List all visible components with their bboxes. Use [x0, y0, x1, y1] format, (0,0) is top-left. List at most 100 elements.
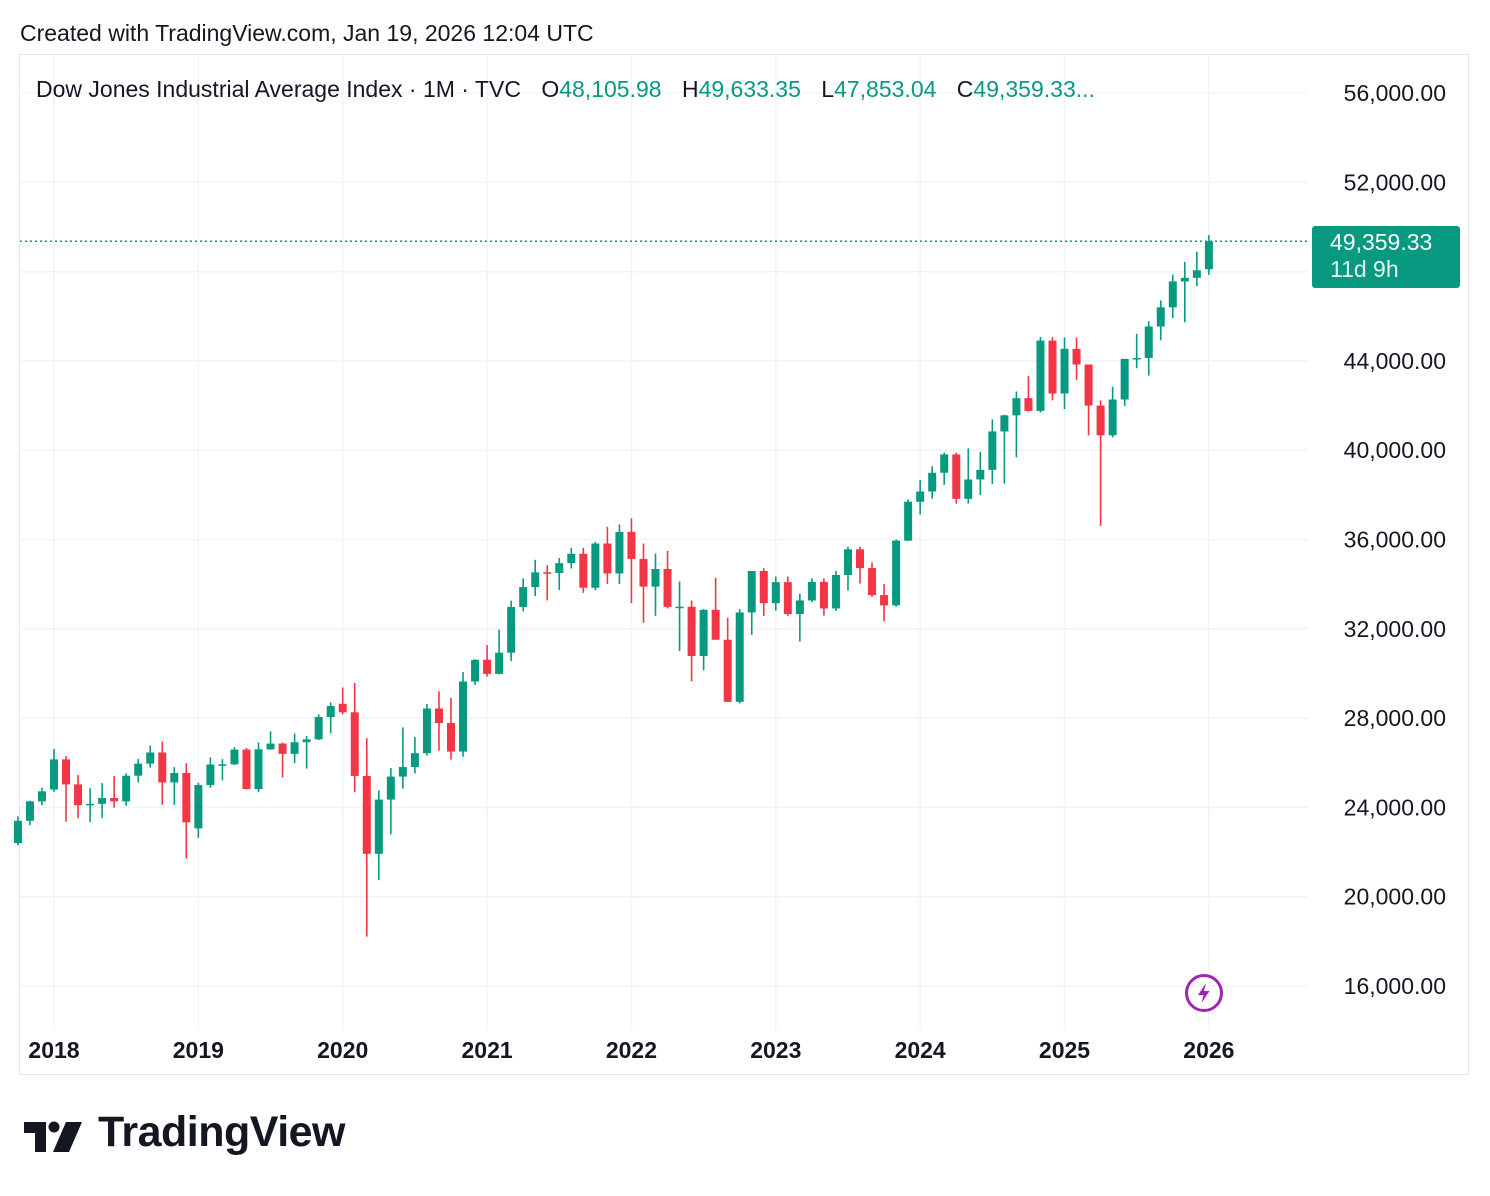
- candle-body: [410, 753, 419, 767]
- y-tick-label: 28,000.00: [1344, 705, 1446, 731]
- candle-2020-10: [446, 698, 455, 760]
- candle-body: [1168, 281, 1177, 308]
- candle-2024-04: [952, 452, 961, 504]
- candle-body: [771, 582, 780, 604]
- candle-2025-10: [1168, 274, 1177, 319]
- candle-2019-11: [314, 714, 323, 740]
- candle-2023-05: [819, 578, 828, 616]
- symbol-title[interactable]: Dow Jones Industrial Average Index · 1M …: [36, 76, 521, 102]
- candle-2024-10: [1024, 375, 1033, 412]
- candle-2024-02: [928, 466, 937, 499]
- candle-2022-03: [651, 553, 660, 616]
- chart-frame: [19, 54, 1469, 1075]
- grid-lines: [20, 55, 1308, 1030]
- open-value: 48,105.98: [559, 76, 662, 102]
- candle-2024-09: [1012, 391, 1021, 458]
- candle-body: [687, 606, 696, 657]
- candle-body: [928, 472, 937, 492]
- candle-2022-05: [675, 581, 684, 652]
- candle-2022-02: [639, 543, 648, 623]
- y-tick-label: 16,000.00: [1344, 973, 1446, 999]
- candle-2023-08: [856, 546, 865, 584]
- x-tick-label: 2021: [461, 1037, 512, 1063]
- candle-body: [86, 803, 95, 806]
- candle-2024-01: [916, 480, 925, 515]
- candle-2020-08: [422, 704, 431, 756]
- x-tick-label: 2024: [895, 1037, 946, 1063]
- candle-body: [362, 775, 371, 854]
- candle-2022-12: [759, 568, 768, 617]
- candle-body: [1204, 241, 1213, 270]
- candle-2018-04: [86, 788, 95, 823]
- candle-2019-12: [326, 702, 335, 734]
- x-tick-label: 2026: [1183, 1037, 1234, 1063]
- candle-body: [434, 708, 443, 724]
- tradingview-wordmark[interactable]: TradingView: [98, 1108, 346, 1156]
- y-tick-label: 24,000.00: [1344, 794, 1446, 820]
- candle-body: [230, 749, 239, 765]
- candle-2019-10: [302, 735, 311, 769]
- candle-body: [952, 454, 961, 499]
- candle-body: [398, 766, 407, 777]
- candle-body: [819, 581, 828, 609]
- candle-2021-06: [543, 565, 552, 601]
- candle-body: [386, 776, 395, 800]
- candle-body: [759, 570, 768, 604]
- candle-body: [916, 491, 925, 502]
- tradingview-logo-icon[interactable]: [22, 1112, 86, 1160]
- candle-body: [807, 581, 816, 601]
- candle-body: [170, 773, 179, 783]
- candle-body: [579, 553, 588, 588]
- candle-2021-11: [603, 526, 612, 584]
- candle-2023-07: [843, 546, 852, 591]
- candle-2019-04: [230, 747, 239, 765]
- candle-body: [988, 431, 997, 470]
- low-label: L: [821, 76, 835, 102]
- candle-2023-04: [807, 578, 816, 603]
- candle-2019-03: [218, 759, 227, 781]
- candle-2020-12: [471, 659, 480, 686]
- y-tick-label: 36,000.00: [1344, 527, 1446, 553]
- high-label: H: [681, 76, 699, 102]
- candle-body: [1156, 307, 1165, 327]
- candle-2021-08: [567, 547, 576, 569]
- candle-2025-04: [1096, 400, 1105, 526]
- candle-2023-02: [783, 576, 792, 616]
- x-tick-label: 2019: [173, 1037, 224, 1063]
- candle-body: [699, 609, 708, 657]
- candle-2025-03: [1084, 364, 1093, 436]
- candle-2020-11: [459, 671, 468, 757]
- candle-2025-08: [1144, 321, 1153, 376]
- candle-body: [1108, 399, 1117, 436]
- candle-body: [446, 723, 455, 752]
- candle-body: [964, 479, 973, 499]
- y-tick-label: 40,000.00: [1344, 437, 1446, 463]
- candle-body: [13, 820, 22, 844]
- candle-2020-04: [374, 790, 383, 881]
- candle-body: [483, 659, 492, 674]
- candle-body: [1072, 348, 1081, 365]
- high-value: 49,633.35: [698, 76, 801, 102]
- candle-body: [747, 570, 756, 613]
- candle-body: [519, 587, 528, 607]
- lightning-bolt-icon[interactable]: [1185, 974, 1223, 1012]
- candle-2019-07: [266, 731, 275, 750]
- candle-2023-10: [880, 584, 889, 622]
- candle-body: [868, 568, 877, 596]
- candle-2024-03: [940, 452, 949, 485]
- candle-body: [627, 531, 636, 559]
- candle-2025-01: [1060, 337, 1069, 410]
- candle-body: [1000, 415, 1009, 432]
- candle-body: [1048, 340, 1057, 394]
- candle-2021-05: [531, 559, 540, 596]
- candle-body: [711, 609, 720, 640]
- candle-body: [459, 681, 468, 752]
- created-with-caption: Created with TradingView.com, Jan 19, 20…: [20, 20, 594, 46]
- candle-2017-10: [13, 816, 22, 846]
- candle-2021-02: [495, 629, 504, 675]
- candle-body: [158, 752, 167, 783]
- last-price-tag: 49,359.33 11d 9h: [1312, 226, 1460, 288]
- candle-body: [1012, 398, 1021, 416]
- candle-body: [1120, 358, 1129, 400]
